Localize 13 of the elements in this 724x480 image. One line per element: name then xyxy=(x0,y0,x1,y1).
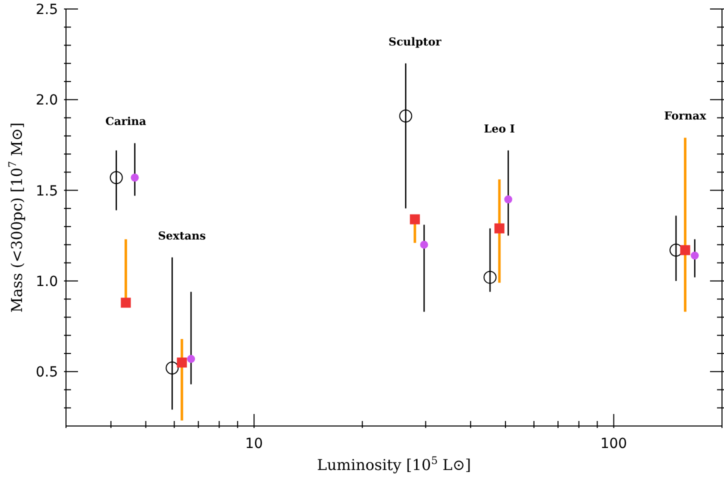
annotation: Carina xyxy=(105,115,146,128)
annotation: Sextans xyxy=(158,229,206,242)
y-tick-label: 0.5 xyxy=(36,364,58,381)
annotation: Sculptor xyxy=(388,35,442,48)
annotation: Fornax xyxy=(664,110,707,123)
annotation: Leo I xyxy=(484,122,515,136)
y-tick-label: 2.5 xyxy=(36,2,58,18)
x-axis-title: Luminosity [10$^{5}$ L⊙] xyxy=(317,455,471,474)
y-tick-label: 1.5 xyxy=(36,183,58,200)
y-tick-label: 1.0 xyxy=(36,274,58,290)
y-tick-label: 2.0 xyxy=(36,92,58,109)
x-tick-label: 100 xyxy=(600,436,628,452)
x-tick-label: 10 xyxy=(245,436,263,452)
